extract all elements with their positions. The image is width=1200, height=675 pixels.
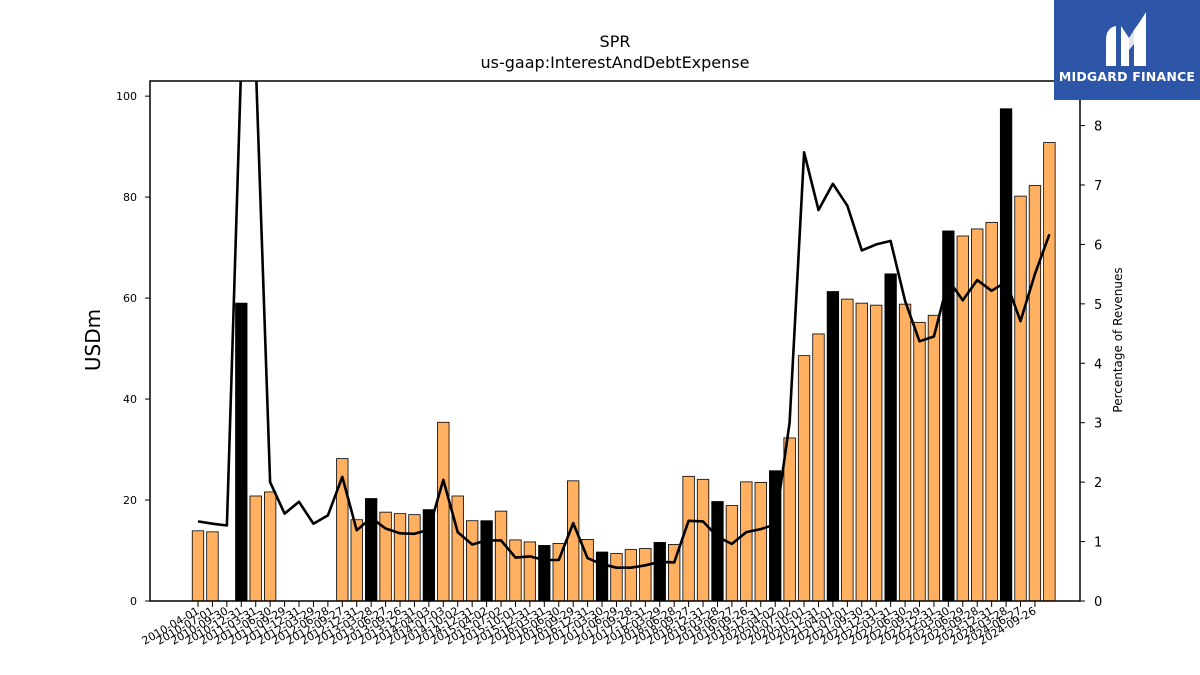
bar xyxy=(466,520,479,602)
bar xyxy=(509,539,522,602)
bar xyxy=(740,481,753,602)
bar xyxy=(841,298,854,602)
bar xyxy=(595,551,609,602)
percentage-line xyxy=(197,81,1051,569)
bar xyxy=(350,519,363,602)
bar xyxy=(711,501,724,602)
chart-subtitle: us-gaap:InterestAndDebtExpense xyxy=(480,53,750,72)
y2-tick-label: 7 xyxy=(1094,179,1102,194)
y2-tick-label: 2 xyxy=(1094,476,1102,491)
bar xyxy=(610,553,623,602)
y-tick-label: 80 xyxy=(123,191,137,204)
y-axis-label-right: Percentage of Revenues xyxy=(1111,267,1125,413)
bar xyxy=(235,302,248,602)
bar xyxy=(263,491,277,602)
bar xyxy=(725,505,739,602)
bar xyxy=(783,437,796,602)
bar xyxy=(365,498,378,602)
y-tick-label: 0 xyxy=(130,595,137,608)
bar xyxy=(523,541,537,602)
bar xyxy=(985,221,998,602)
plot-frame xyxy=(149,80,1081,602)
y-tick-label: 60 xyxy=(123,292,137,305)
bar xyxy=(913,321,926,602)
bar xyxy=(682,475,695,602)
bar xyxy=(538,545,551,602)
bar xyxy=(826,291,840,602)
bar xyxy=(653,542,666,602)
bar xyxy=(422,509,436,602)
chart-title: SPR xyxy=(599,32,631,51)
y2-tick-label: 5 xyxy=(1094,298,1102,313)
bar xyxy=(696,478,710,602)
y-tick-label: 40 xyxy=(123,393,137,406)
bar xyxy=(956,235,969,602)
bar xyxy=(1028,185,1042,602)
midgard-finance-logo: MIDGARD FINANCE xyxy=(1054,0,1200,100)
y2-tick-label: 3 xyxy=(1094,417,1102,432)
bar xyxy=(408,514,421,602)
logo-mark-icon xyxy=(1106,12,1146,66)
bar xyxy=(927,314,941,602)
y-tick-label: 100 xyxy=(116,90,137,103)
y-tick-label: 20 xyxy=(123,494,137,507)
bar xyxy=(249,495,262,602)
bar xyxy=(754,481,767,602)
bar xyxy=(567,480,580,602)
bar xyxy=(884,273,897,602)
bar xyxy=(494,510,508,602)
logo-text: MIDGARD FINANCE xyxy=(1058,69,1196,84)
y2-tick-label: 0 xyxy=(1094,595,1102,610)
bar xyxy=(999,108,1013,602)
y-axis-label-left: USDm xyxy=(81,308,105,372)
bar xyxy=(797,355,811,602)
bar xyxy=(451,495,464,602)
bar xyxy=(855,302,868,602)
bar xyxy=(812,333,825,602)
y2-tick-label: 8 xyxy=(1094,120,1102,135)
bar xyxy=(898,303,912,602)
bar xyxy=(624,549,638,602)
bar xyxy=(1014,195,1027,602)
bar xyxy=(437,421,450,602)
bar xyxy=(870,304,883,602)
bar xyxy=(393,513,407,602)
bar xyxy=(480,520,493,602)
bar xyxy=(206,531,219,602)
y2-tick-label: 6 xyxy=(1094,238,1102,253)
bar xyxy=(191,530,205,602)
y2-tick-label: 4 xyxy=(1094,357,1102,372)
bar xyxy=(1043,142,1056,602)
y2-tick-label: 1 xyxy=(1094,536,1102,551)
bar xyxy=(639,548,652,602)
